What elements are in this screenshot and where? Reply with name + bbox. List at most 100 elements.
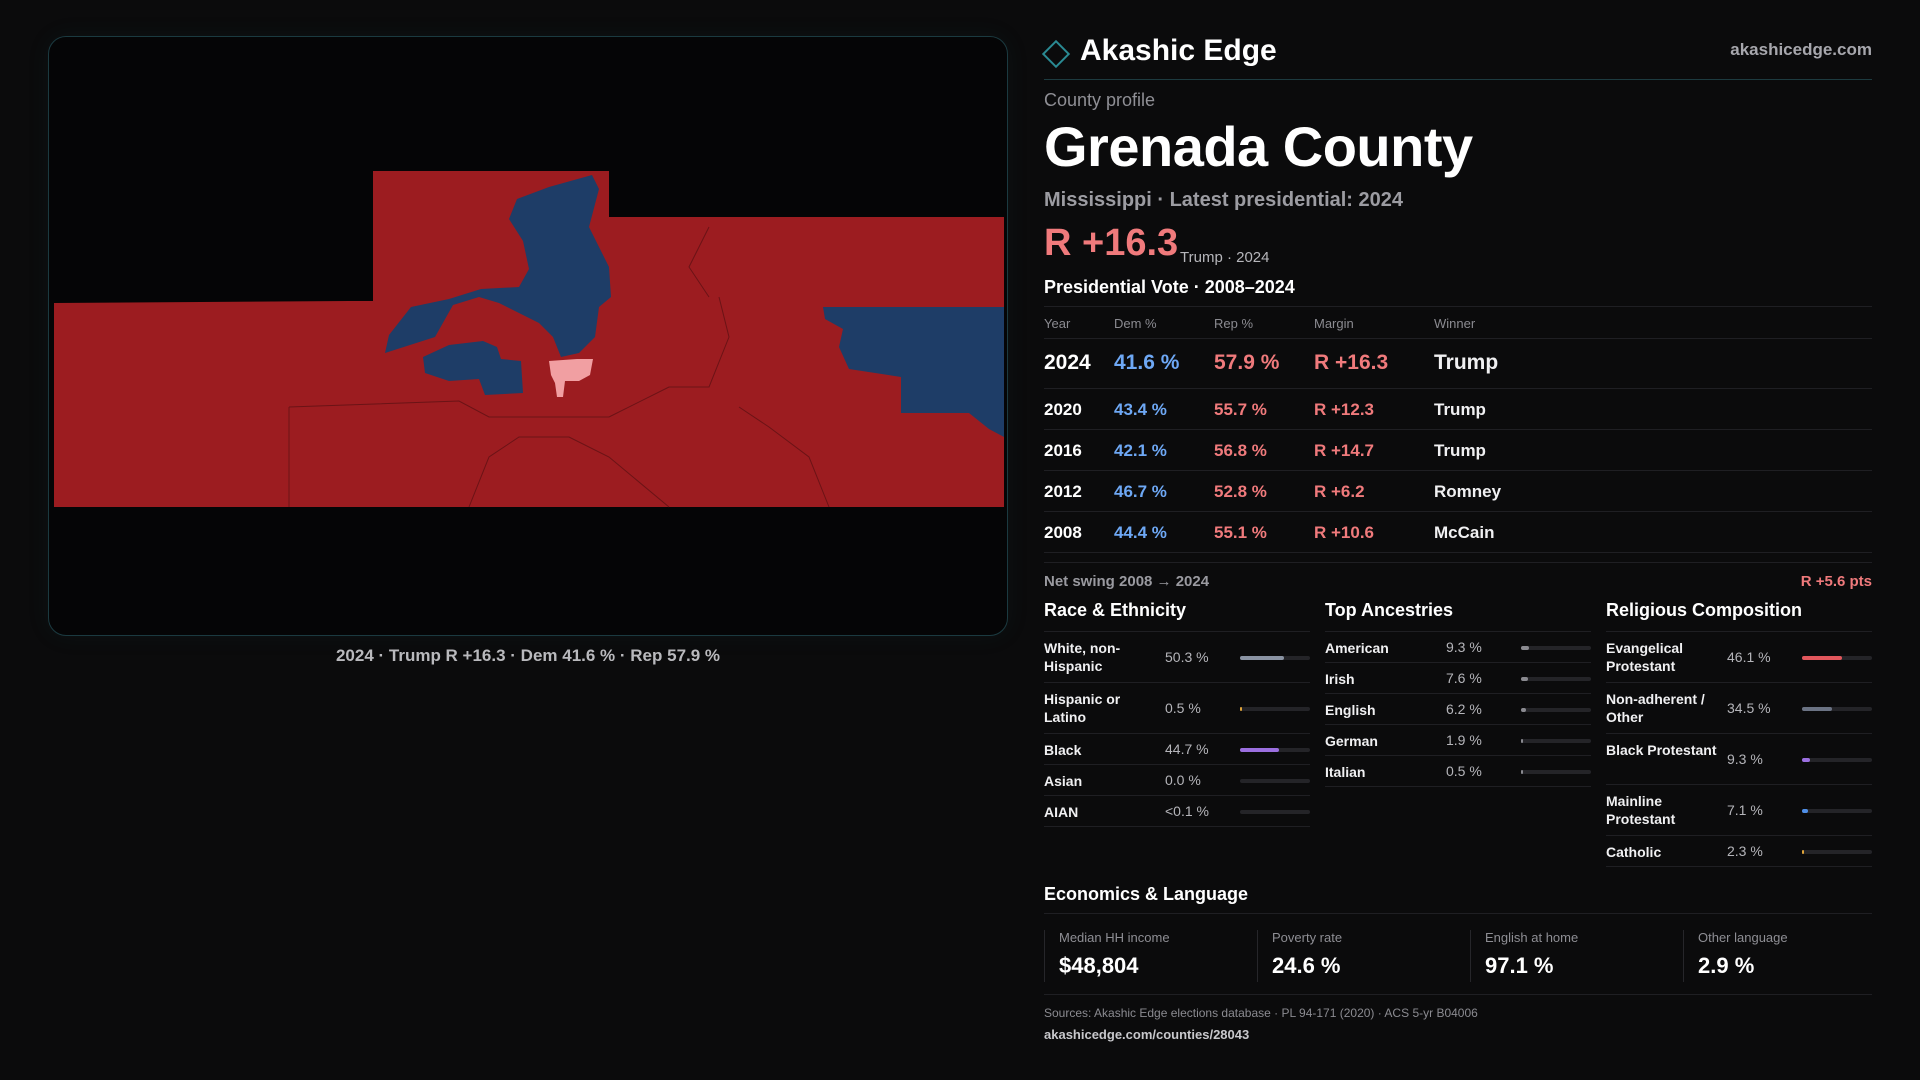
religion-label: Non-adherent / Other bbox=[1606, 691, 1705, 725]
row-margin: R +6.2 bbox=[1314, 482, 1365, 501]
race-row: Black 44.7 % bbox=[1044, 734, 1310, 765]
brand-name[interactable]: Akashic Edge bbox=[1080, 34, 1277, 67]
religion-row: Non-adherent / Other 34.5 % bbox=[1606, 683, 1872, 734]
ancestry-bar-fill bbox=[1521, 769, 1523, 774]
county-map[interactable] bbox=[48, 36, 1008, 636]
ancestry-bar bbox=[1521, 676, 1591, 681]
stat-value: 24.6 % bbox=[1272, 953, 1341, 978]
row-rep: 55.1 % bbox=[1214, 523, 1267, 542]
page-title: Grenada County bbox=[1044, 115, 1473, 178]
race-bar bbox=[1240, 706, 1310, 711]
ancestry-value: 6.2 % bbox=[1446, 700, 1482, 717]
race-value: 0.0 % bbox=[1165, 771, 1201, 788]
religion-section: Religious Composition Evangelical Protes… bbox=[1606, 600, 1872, 867]
table-row: 2024 41.6 % 57.9 % R +16.3 Trump bbox=[1044, 339, 1872, 389]
stat-median-income: Median HH income $48,804 bbox=[1044, 930, 1170, 982]
row-year: 2012 bbox=[1044, 482, 1082, 501]
row-dem: 41.6 % bbox=[1114, 351, 1180, 374]
race-bar-fill bbox=[1240, 655, 1284, 660]
religion-label: Black Protestant bbox=[1606, 742, 1717, 758]
row-rep: 57.9 % bbox=[1214, 351, 1280, 374]
row-winner: McCain bbox=[1434, 523, 1495, 542]
row-dem: 44.4 % bbox=[1114, 523, 1167, 542]
religion-bar-fill bbox=[1802, 757, 1811, 762]
ancestry-value: 9.3 % bbox=[1446, 638, 1482, 655]
latest-margin-note: Trump · 2024 bbox=[1180, 249, 1270, 266]
ancestry-label: Italian bbox=[1325, 764, 1366, 780]
vote-table: Year Dem % Rep % Margin Winner 2024 41.6… bbox=[1044, 306, 1872, 553]
ancestry-bar bbox=[1521, 645, 1591, 650]
page-url-link[interactable]: akashicedge.com/counties/28043 bbox=[1044, 1027, 1250, 1042]
race-label: AIAN bbox=[1044, 804, 1079, 820]
ancestry-value: 7.6 % bbox=[1446, 669, 1482, 686]
race-ethnicity-section: Race & Ethnicity White, non-Hispanic 50.3… bbox=[1044, 600, 1310, 827]
row-dem: 43.4 % bbox=[1114, 400, 1167, 419]
race-bar bbox=[1240, 747, 1310, 752]
row-rep: 55.7 % bbox=[1214, 400, 1267, 419]
religion-label: Evangelical Protestant bbox=[1606, 640, 1684, 674]
sources-note: Sources: Akashic Edge elections database… bbox=[1044, 1006, 1478, 1020]
profile-panel: Akashic Edge akashicedge.com County prof… bbox=[1041, 0, 1872, 1080]
row-year: 2016 bbox=[1044, 441, 1082, 460]
row-rep: 56.8 % bbox=[1214, 441, 1267, 460]
precinct-dem-north[interactable] bbox=[385, 175, 611, 357]
religion-value: 46.1 % bbox=[1727, 648, 1771, 665]
ancestry-bar bbox=[1521, 738, 1591, 743]
religion-bar-fill bbox=[1802, 849, 1804, 854]
race-value: 44.7 % bbox=[1165, 740, 1209, 757]
ancestry-bar bbox=[1521, 707, 1591, 712]
precinct-dem-pocket[interactable] bbox=[423, 341, 523, 395]
stat-value: $48,804 bbox=[1059, 953, 1139, 978]
table-row: 2020 43.4 % 55.7 % R +12.3 Trump bbox=[1044, 389, 1872, 430]
religion-bar bbox=[1802, 808, 1872, 813]
stat-poverty-rate: Poverty rate 24.6 % bbox=[1257, 930, 1342, 982]
race-value: 0.5 % bbox=[1165, 699, 1201, 716]
ancestry-bar-fill bbox=[1521, 738, 1523, 743]
ancestry-title: Top Ancestries bbox=[1325, 600, 1591, 632]
precinct-dem-east[interactable] bbox=[823, 307, 1004, 437]
precinct-rep-main[interactable] bbox=[54, 171, 1004, 507]
vote-section-title: Presidential Vote · 2008–2024 bbox=[1044, 277, 1295, 297]
religion-row: Black Protestant 9.3 % bbox=[1606, 734, 1872, 785]
header-winner: Winner bbox=[1434, 316, 1476, 331]
ancestry-label: German bbox=[1325, 733, 1378, 749]
stat-english-at-home: English at home 97.1 % bbox=[1470, 930, 1578, 982]
religion-bar bbox=[1802, 757, 1872, 762]
row-winner: Romney bbox=[1434, 482, 1502, 501]
page-eyebrow: County profile bbox=[1044, 90, 1156, 110]
stat-label: Poverty rate bbox=[1272, 930, 1343, 945]
ancestry-bar-fill bbox=[1521, 645, 1530, 650]
race-value: 50.3 % bbox=[1165, 648, 1209, 665]
ancestry-row: Italian 0.5 % bbox=[1325, 756, 1591, 787]
economics-stats: Median HH income $48,804 Poverty rate 24… bbox=[1044, 913, 1872, 995]
race-label: White, non-Hispanic bbox=[1044, 640, 1121, 674]
religion-bar-fill bbox=[1802, 706, 1833, 711]
race-bar bbox=[1240, 809, 1310, 814]
religion-bar-fill bbox=[1802, 808, 1809, 813]
religion-label: Catholic bbox=[1606, 844, 1662, 860]
ancestry-label: American bbox=[1325, 640, 1389, 656]
ancestry-bar-fill bbox=[1521, 676, 1528, 681]
race-label: Hispanic or Latino bbox=[1044, 691, 1121, 725]
latest-margin: R +16.3 bbox=[1044, 222, 1179, 264]
precinct-lean-dem[interactable] bbox=[549, 359, 593, 397]
race-label: Black bbox=[1044, 742, 1082, 758]
stat-label: English at home bbox=[1485, 930, 1579, 945]
row-margin: R +16.3 bbox=[1314, 351, 1389, 374]
religion-bar-fill bbox=[1802, 655, 1843, 660]
row-winner: Trump bbox=[1434, 441, 1486, 460]
religion-bar bbox=[1802, 655, 1872, 660]
header-dem: Dem % bbox=[1114, 316, 1157, 331]
ancestry-label: English bbox=[1325, 702, 1376, 718]
page-subtitle: Mississippi · Latest presidential: 2024 bbox=[1044, 189, 1404, 211]
ancestry-label: Irish bbox=[1325, 671, 1355, 687]
religion-row: Mainline Protestant 7.1 % bbox=[1606, 785, 1872, 836]
ancestry-row: Irish 7.6 % bbox=[1325, 663, 1591, 694]
religion-value: 9.3 % bbox=[1727, 750, 1763, 767]
table-row: 2016 42.1 % 56.8 % R +14.7 Trump bbox=[1044, 430, 1872, 471]
precinct-map[interactable] bbox=[49, 37, 1008, 636]
brand-url-link[interactable]: akashicedge.com bbox=[1730, 40, 1872, 59]
row-winner: Trump bbox=[1434, 400, 1486, 419]
table-row: 2008 44.4 % 55.1 % R +10.6 McCain bbox=[1044, 512, 1872, 553]
race-row: Asian 0.0 % bbox=[1044, 765, 1310, 796]
